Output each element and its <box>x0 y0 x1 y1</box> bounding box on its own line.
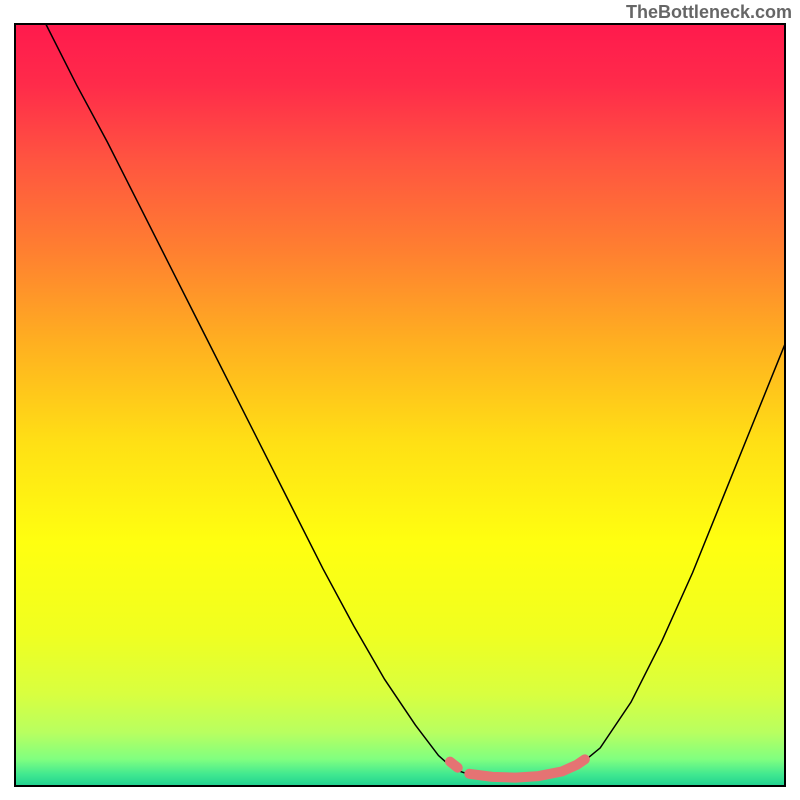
highlight-segment-0 <box>450 762 458 768</box>
attribution-label: TheBottleneck.com <box>626 2 792 23</box>
plot-background <box>15 24 785 786</box>
bottleneck-chart <box>0 0 800 800</box>
chart-container: TheBottleneck.com <box>0 0 800 800</box>
